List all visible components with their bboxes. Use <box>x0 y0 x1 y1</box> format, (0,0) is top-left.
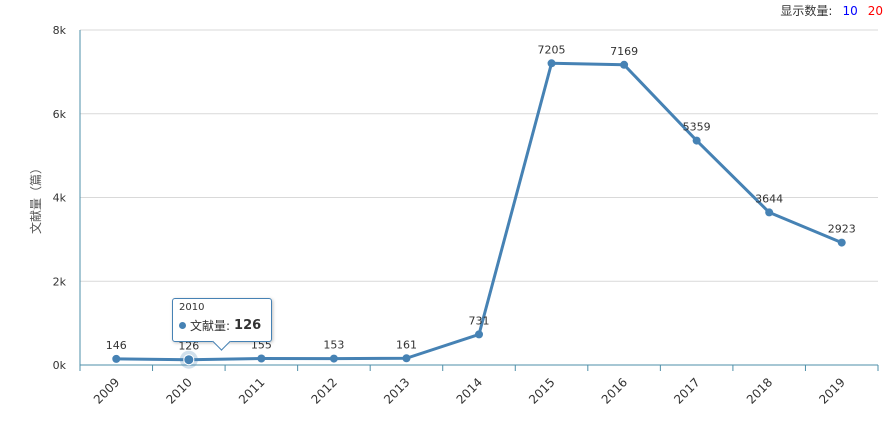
y-tick-label: 4k <box>53 192 67 205</box>
x-tick-label: 2018 <box>744 375 775 406</box>
data-point <box>765 208 774 217</box>
y-tick-label: 2k <box>53 275 67 288</box>
data-label: 5359 <box>683 121 711 134</box>
tooltip-series-dot <box>179 322 186 329</box>
x-tick-label: 2014 <box>454 375 485 406</box>
data-point <box>183 354 195 366</box>
y-tick-label: 8k <box>53 24 67 37</box>
display-count-label: 显示数量: <box>780 4 833 18</box>
x-tick-label: 2010 <box>163 375 194 406</box>
data-point <box>402 354 411 363</box>
data-label: 7169 <box>610 45 638 58</box>
data-label: 731 <box>469 314 490 327</box>
data-points <box>112 59 846 369</box>
x-tick-label: 2016 <box>599 375 630 406</box>
grid-lines <box>80 29 878 282</box>
data-point <box>257 354 266 363</box>
data-label: 2923 <box>828 223 856 236</box>
display-count-option-20[interactable]: 20 <box>867 3 883 18</box>
data-point <box>329 354 338 363</box>
x-tick-label: 2013 <box>381 375 412 406</box>
display-count-control: 显示数量: 10 20 <box>780 2 883 19</box>
x-tick-label: 2019 <box>816 375 847 406</box>
data-point <box>112 354 121 363</box>
x-tick-label: 2011 <box>236 375 267 406</box>
display-count-option-10[interactable]: 10 <box>842 3 858 18</box>
x-tick-label: 2009 <box>91 375 122 406</box>
tooltip-value: 126 <box>234 318 262 333</box>
x-tick-label: 2012 <box>309 375 340 406</box>
y-axis-label: 文献量（篇） <box>28 162 43 234</box>
x-axis-ticks: 2009 2010 2011 2012 2013 2014 2015 2016 2017 2018… <box>79 365 879 407</box>
data-point <box>692 136 701 145</box>
x-tick-label: 2015 <box>526 375 557 406</box>
tooltip-series-label: 文献量: <box>190 319 231 333</box>
data-label: 161 <box>396 338 417 351</box>
data-point <box>620 60 629 69</box>
data-point <box>475 330 483 339</box>
data-label: 153 <box>323 339 344 352</box>
tooltip: 2010 文献量: 126 <box>172 298 272 351</box>
data-point <box>837 238 846 247</box>
tooltip-year: 2010 <box>179 302 205 313</box>
data-label: 126 <box>178 340 199 353</box>
data-label: 146 <box>106 339 127 352</box>
y-tick-label: 0k <box>53 359 67 372</box>
axes <box>79 30 878 366</box>
x-tick-label: 2017 <box>671 375 702 406</box>
y-tick-label: 6k <box>53 108 67 121</box>
data-label: 7205 <box>538 43 566 56</box>
data-point <box>547 59 556 68</box>
data-label: 3644 <box>755 192 783 205</box>
y-axis-ticks: 0k 2k 4k 6k 8k <box>53 24 67 372</box>
